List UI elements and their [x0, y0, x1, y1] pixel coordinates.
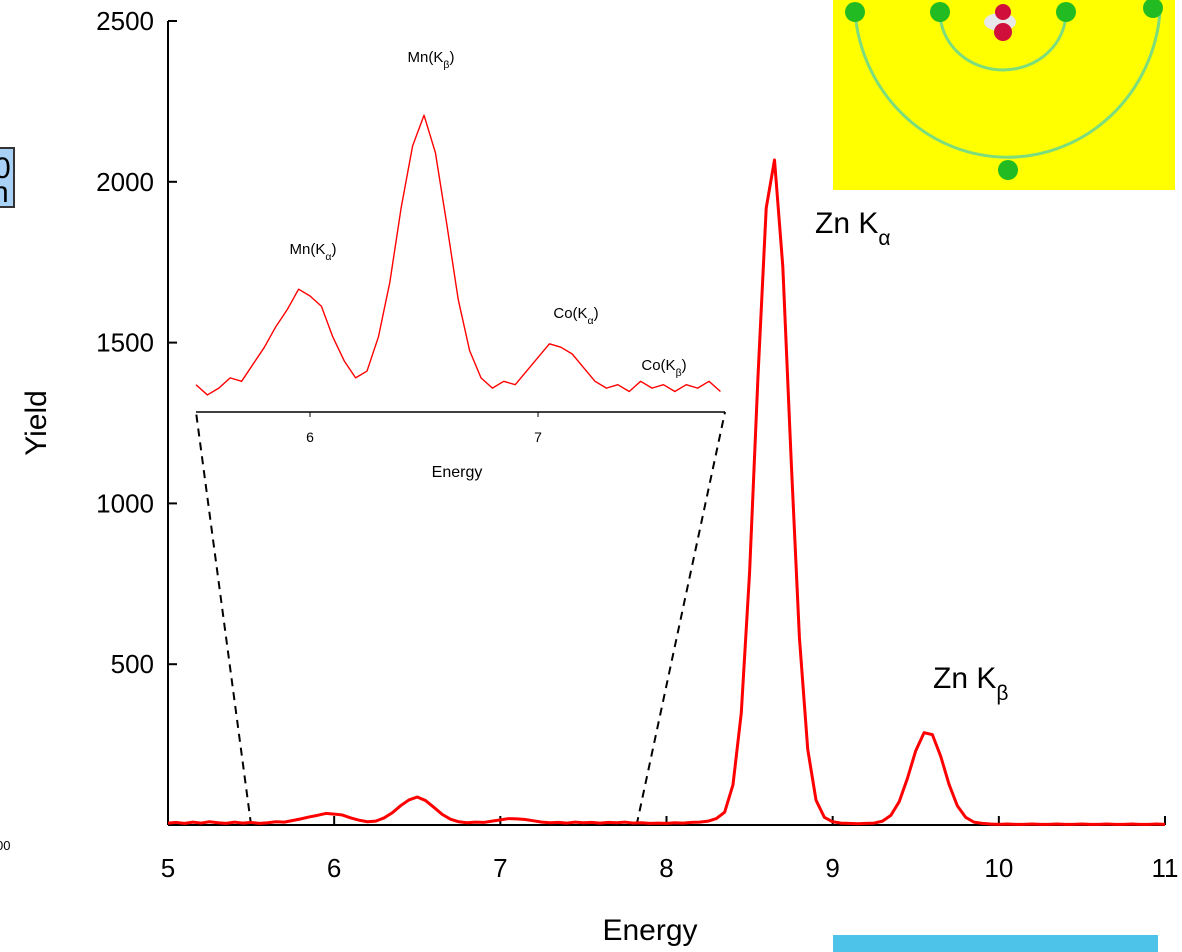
- peak-label-text: Zn K: [815, 207, 878, 240]
- peak-label-end: ): [331, 241, 336, 258]
- peak-label-subscript: α: [878, 227, 890, 250]
- y-tick-label: 1500: [96, 328, 154, 358]
- x-axis-title: Energy: [602, 914, 697, 947]
- zoom-guide: [195, 411, 253, 826]
- peak-label: Zn Kβ: [933, 662, 1008, 705]
- inset-x-tick-label: 6: [306, 429, 314, 445]
- zoom-guide: [635, 411, 726, 826]
- peak-label: Co(Kα): [553, 305, 598, 327]
- peak-label-text: Co(K: [553, 305, 587, 322]
- molecule: [995, 4, 1011, 20]
- image-arc: [853, 11, 1162, 159]
- inset-x-tick-label: 7: [534, 429, 542, 445]
- x-tick-label: 10: [984, 853, 1013, 883]
- cropped-text: 00: [0, 838, 10, 853]
- corner-image: [833, 0, 1175, 190]
- peak-label: Mn(Kα): [290, 241, 337, 263]
- y-tick-label: 2500: [96, 6, 154, 36]
- x-tick-label: 9: [825, 853, 839, 883]
- peak-label-text: Zn K: [933, 662, 996, 695]
- peak-label: Co(Kβ): [641, 357, 686, 379]
- image-arc: [938, 11, 1068, 72]
- y-tick-label: 1000: [96, 488, 154, 518]
- peak-label: Mn(Kβ): [408, 49, 455, 71]
- peak-label-end: ): [594, 305, 599, 322]
- peak-label-subscript: β: [443, 59, 449, 71]
- spectrum-line: [167, 158, 1166, 826]
- atom: [998, 160, 1018, 180]
- x-tick-label: 11: [1152, 853, 1179, 883]
- molecule: [994, 23, 1012, 41]
- x-tick-label: 5: [161, 853, 175, 883]
- peak-label-text: Mn(K: [290, 241, 326, 258]
- peak-label-text: Co(K: [641, 357, 675, 374]
- x-tick-label: 7: [493, 853, 507, 883]
- x-tick-label: 8: [659, 853, 673, 883]
- cropped-text: 0: [0, 152, 11, 185]
- atom: [1056, 2, 1076, 22]
- y-axis-title: Yield: [20, 390, 53, 456]
- cropped-text: n: [0, 176, 9, 209]
- peak-label-subscript: α: [588, 315, 594, 327]
- atom: [845, 2, 865, 22]
- peak-label-text: Mn(K: [408, 49, 444, 66]
- peak-label-subscript: β: [996, 682, 1008, 705]
- peak-label-subscript: α: [325, 251, 331, 263]
- inset-x-axis-title: Energy: [432, 464, 483, 481]
- peak-label-end: ): [449, 49, 454, 66]
- y-tick-label: 2000: [96, 167, 154, 197]
- peak-label-subscript: β: [676, 367, 682, 379]
- peak-label-end: ): [682, 357, 687, 374]
- inset-spectrum-line: [195, 114, 721, 396]
- atom: [930, 2, 950, 22]
- cropped-box: [833, 935, 1158, 952]
- y-tick-label: 500: [111, 649, 154, 679]
- cropped-box: [0, 147, 15, 208]
- x-tick-label: 6: [327, 853, 341, 883]
- atom: [1143, 0, 1163, 18]
- peak-label: Zn Kα: [815, 207, 891, 250]
